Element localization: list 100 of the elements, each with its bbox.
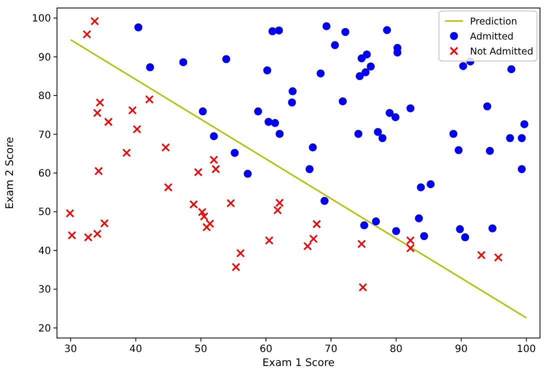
point bbox=[406, 244, 415, 252]
point bbox=[288, 87, 297, 96]
x-tick-label: 100 bbox=[516, 344, 536, 355]
point bbox=[232, 262, 240, 272]
point bbox=[338, 97, 347, 106]
point bbox=[518, 134, 526, 142]
y-tick-label: 90 bbox=[38, 52, 51, 64]
point bbox=[244, 170, 252, 178]
y-tick-label: 60 bbox=[38, 168, 51, 180]
point bbox=[254, 107, 262, 116]
point bbox=[518, 165, 526, 174]
point bbox=[309, 234, 318, 244]
point bbox=[358, 282, 368, 292]
x-tick-label: 60 bbox=[260, 344, 272, 355]
point bbox=[520, 120, 528, 128]
y-tick-label: 50 bbox=[38, 207, 51, 218]
point bbox=[362, 68, 370, 76]
point bbox=[179, 58, 188, 66]
point bbox=[306, 165, 314, 174]
y-tick-label: 30 bbox=[38, 284, 51, 296]
point bbox=[210, 132, 218, 140]
point bbox=[374, 128, 382, 136]
point bbox=[383, 26, 392, 34]
point bbox=[134, 23, 142, 32]
point bbox=[406, 236, 415, 245]
y-tick-label: 20 bbox=[38, 323, 51, 334]
point bbox=[206, 219, 214, 228]
point bbox=[202, 222, 212, 232]
point bbox=[378, 134, 386, 142]
point bbox=[449, 130, 458, 138]
point bbox=[161, 143, 170, 152]
point bbox=[316, 69, 325, 78]
legend-label: Not Admitted bbox=[470, 46, 534, 58]
x-tick-label: 90 bbox=[454, 344, 468, 355]
point bbox=[189, 200, 198, 209]
point bbox=[132, 124, 142, 134]
x-tick-label: 80 bbox=[390, 344, 403, 355]
point bbox=[210, 156, 218, 164]
point bbox=[263, 66, 272, 74]
point bbox=[392, 227, 400, 236]
point bbox=[477, 250, 486, 260]
point bbox=[145, 95, 154, 104]
point bbox=[66, 208, 74, 218]
point bbox=[96, 98, 104, 107]
point bbox=[122, 148, 131, 158]
point bbox=[194, 168, 203, 177]
point bbox=[93, 230, 102, 238]
x-tick-label: 50 bbox=[194, 344, 208, 355]
point bbox=[420, 232, 428, 240]
x-axis-title: Exam 1 Score bbox=[262, 357, 335, 369]
point bbox=[276, 130, 284, 138]
point bbox=[230, 148, 239, 157]
legend-label: Prediction bbox=[470, 16, 518, 28]
point bbox=[312, 220, 322, 228]
x-tick-label: 30 bbox=[64, 344, 78, 355]
y-axis-title: Exam 2 Score bbox=[4, 136, 16, 210]
point bbox=[90, 16, 100, 26]
point bbox=[264, 118, 273, 126]
point bbox=[414, 214, 423, 222]
point bbox=[354, 130, 362, 138]
point bbox=[507, 65, 516, 74]
point bbox=[146, 63, 154, 72]
point bbox=[84, 232, 93, 242]
point bbox=[104, 118, 113, 126]
point bbox=[198, 208, 206, 216]
point bbox=[308, 143, 317, 152]
point bbox=[459, 62, 468, 70]
point bbox=[362, 50, 371, 58]
point bbox=[456, 225, 464, 234]
point bbox=[274, 26, 283, 34]
point bbox=[366, 62, 375, 70]
y-tick-label: 100 bbox=[32, 14, 51, 25]
point bbox=[94, 166, 103, 176]
point bbox=[406, 104, 414, 112]
point bbox=[275, 198, 284, 208]
point bbox=[416, 183, 425, 192]
point bbox=[322, 22, 330, 30]
point bbox=[198, 107, 207, 116]
point bbox=[358, 54, 366, 62]
point bbox=[330, 41, 339, 50]
point bbox=[341, 28, 350, 36]
point bbox=[360, 221, 368, 230]
point bbox=[483, 102, 492, 110]
point bbox=[488, 224, 496, 232]
point bbox=[303, 242, 312, 251]
point bbox=[268, 27, 276, 36]
point bbox=[320, 196, 329, 205]
x-tick-label: 70 bbox=[324, 344, 338, 355]
point bbox=[68, 231, 76, 240]
point bbox=[391, 113, 400, 122]
point bbox=[100, 219, 109, 228]
point bbox=[386, 108, 394, 117]
point bbox=[506, 134, 514, 142]
point bbox=[164, 183, 173, 192]
point bbox=[454, 146, 463, 154]
y-tick-label: 70 bbox=[38, 130, 51, 141]
point bbox=[264, 236, 274, 245]
legend-label: Admitted bbox=[470, 32, 514, 42]
point bbox=[212, 164, 220, 174]
point bbox=[461, 233, 470, 242]
